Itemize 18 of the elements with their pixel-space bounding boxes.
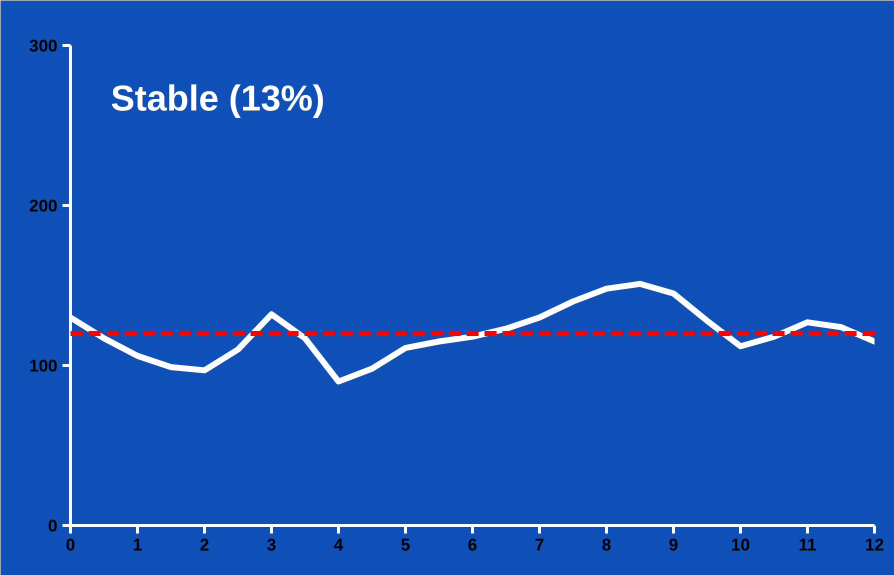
y-tick-label: 200 <box>29 196 58 216</box>
x-tick-label: 3 <box>266 536 276 554</box>
y-tick-label: 0 <box>48 516 58 536</box>
x-tick-label: 12 <box>865 536 884 554</box>
y-tick-label: 300 <box>29 36 58 56</box>
x-tick-label: 6 <box>468 536 478 554</box>
x-tick-label: 9 <box>668 536 678 554</box>
x-tick-label: 4 <box>334 536 344 554</box>
x-tick-label: 11 <box>798 536 816 554</box>
x-tick-label: 5 <box>400 536 410 554</box>
x-tick-label: 7 <box>534 536 544 554</box>
x-tick-label: 8 <box>602 536 612 554</box>
y-tick-label: 100 <box>29 356 58 376</box>
text: Stable (13%) <box>110 78 325 118</box>
x-tick-label: 1 <box>132 536 142 554</box>
x-tick-label: 0 <box>66 536 76 554</box>
x-tick-label: 2 <box>200 536 210 554</box>
x-tick-label: 10 <box>731 536 750 554</box>
